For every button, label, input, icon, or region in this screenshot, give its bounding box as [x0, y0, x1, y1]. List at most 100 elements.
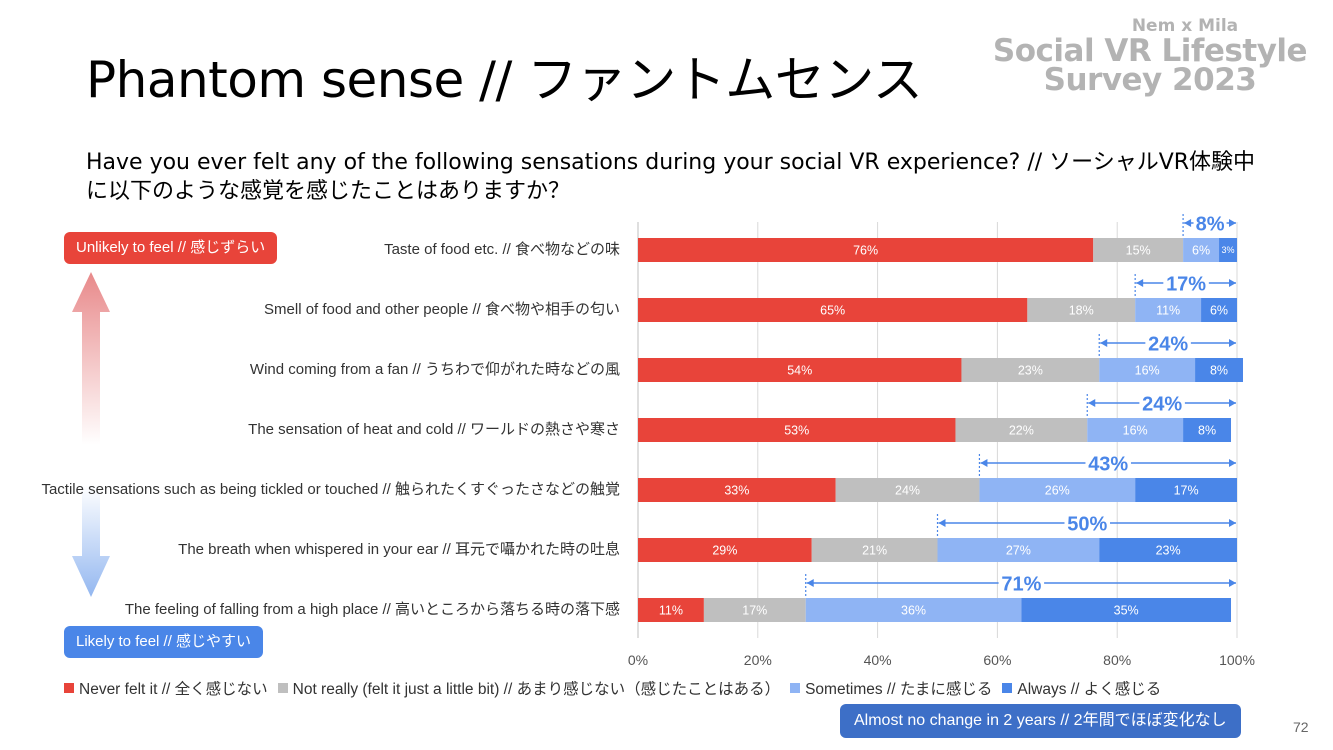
category-labels: Taste of food etc. // 食べ物などの味 Smell of fo… [41, 241, 620, 618]
data-label: 15% [1126, 244, 1151, 258]
data-label: 8% [1198, 424, 1216, 438]
arrowhead-left-icon [980, 459, 988, 467]
bar-segment-sometimes [937, 538, 1100, 562]
bar-segment-not_really [811, 538, 938, 562]
page-title: Phantom sense // ファントムセンス [86, 51, 923, 109]
bar-segment-always [1201, 298, 1237, 322]
data-label: 53% [784, 424, 809, 438]
x-tick-label: 80% [1103, 652, 1131, 668]
legend-label-sometimes: Sometimes // たまに感じる [805, 681, 993, 698]
annotations: 8% 17% 24% 24% 43% 50% 71% [805, 214, 1236, 597]
unlikely-to-feel-tag: Unlikely to feel // 感じずらい [64, 232, 278, 264]
data-label: 11% [1156, 304, 1180, 318]
legend-swatch-always [1002, 683, 1013, 693]
category-label: The sensation of heat and cold // ワールドの熱… [248, 420, 620, 438]
legend-item-always: Always // よく感じる [1002, 677, 1161, 699]
arrowhead-right-icon [1229, 339, 1236, 347]
data-label: 3% [1222, 245, 1235, 255]
legend-item-not-really: Not really (felt it just a little bit) /… [277, 677, 781, 699]
legend-label-not-really: Not really (felt it just a little bit) /… [292, 681, 781, 698]
bar-segment-sometimes [805, 598, 1022, 622]
legend-label-never: Never felt it // 全く感じない [79, 681, 268, 698]
bars: 76% 15% 6% 3% 65% 18% 11% 6% 54% 23% 16% 8% 53% 22% 16… [638, 238, 1243, 622]
bar-segment-never [638, 538, 812, 562]
legend-swatch-not-really [277, 683, 288, 693]
data-label: 6% [1210, 304, 1228, 318]
vertical-axis-arrows [72, 272, 110, 597]
data-label: 23% [1156, 544, 1181, 558]
bar-segment-always [1183, 418, 1232, 442]
annotation-label: 8% [1196, 214, 1225, 236]
data-label: 26% [1045, 484, 1070, 498]
arrowhead-right-icon [1229, 219, 1236, 227]
category-label: Taste of food etc. // 食べ物などの味 [384, 241, 620, 258]
bar-segment-sometimes [979, 478, 1136, 502]
data-label: 17% [742, 604, 767, 618]
bar-segment-always [1099, 538, 1237, 562]
annotation-label: 71% [1001, 574, 1041, 596]
bar-segment-not_really [955, 418, 1088, 442]
bar-segment-never [638, 298, 1028, 322]
bar-segment-not_really [703, 598, 806, 622]
arrowhead-left-icon [1184, 219, 1192, 227]
logo-line-1: Nem x Mila [1131, 16, 1239, 36]
logo-line-2: Social VR Lifestyle [992, 33, 1308, 69]
data-label: 22% [1009, 424, 1034, 438]
logo-line-3: Survey 2023 [1043, 62, 1257, 98]
bar-segment-sometimes [1099, 358, 1196, 382]
bar-segment-never [638, 598, 704, 622]
data-label: 21% [862, 544, 887, 558]
data-label: 33% [724, 484, 749, 498]
arrowhead-left-icon [1088, 399, 1096, 407]
bar-segment-never [638, 478, 836, 502]
arrowhead-right-icon [1229, 279, 1236, 287]
data-label: 65% [820, 304, 845, 318]
legend-item-sometimes: Sometimes // たまに感じる [790, 677, 992, 699]
likely-to-feel-tag: Likely to feel // 感じやすい [64, 626, 264, 658]
bar-segment-not_really [835, 478, 980, 502]
arrowhead-left-icon [1100, 339, 1108, 347]
bar-segment-always [1135, 478, 1237, 502]
bar-segment-sometimes [1183, 238, 1220, 262]
annotation-label: 24% [1148, 334, 1188, 356]
bar-segment-never [638, 238, 1094, 262]
data-label: 23% [1018, 364, 1043, 378]
data-label: 54% [787, 364, 812, 378]
note-badge: Almost no change in 2 years // 2年間でほぼ変化な… [840, 704, 1241, 738]
category-label: Tactile sensations such as being tickled… [41, 481, 620, 498]
x-tick-label: 40% [864, 652, 892, 668]
data-label: 24% [895, 484, 920, 498]
arrowhead-left-icon [938, 519, 946, 527]
bar-segment-sometimes [1087, 418, 1184, 442]
data-label: 18% [1069, 304, 1094, 318]
data-label: 29% [712, 544, 737, 558]
bar-segment-always [1195, 358, 1243, 382]
data-label: 16% [1123, 424, 1148, 438]
data-label: 6% [1192, 244, 1210, 258]
bar-segment-never [638, 418, 956, 442]
down-arrow-icon [72, 485, 110, 597]
category-label: The breath when whispered in your ear //… [178, 541, 620, 558]
legend-swatch-sometimes [790, 683, 801, 693]
annotation-label: 43% [1088, 454, 1128, 476]
data-label: 76% [853, 244, 878, 258]
data-label: 35% [1114, 604, 1139, 618]
bar-segment-always [1219, 238, 1237, 262]
x-tick-label: 0% [628, 652, 648, 668]
survey-question: Have you ever felt any of the following … [86, 150, 1256, 204]
bar-segment-not_really [1093, 238, 1184, 262]
survey-logo: Nem x Mila Social VR Lifestyle Survey 20… [990, 16, 1310, 98]
category-label: The feeling of falling from a high place… [125, 601, 620, 618]
arrowhead-left-icon [1136, 279, 1144, 287]
category-label: Smell of food and other people // 食べ物や相手… [264, 301, 620, 318]
data-label: 36% [901, 604, 926, 618]
arrowhead-right-icon [1229, 519, 1236, 527]
bar-segment-not_really [1027, 298, 1136, 322]
bar-segment-always [1021, 598, 1232, 622]
x-axis-ticks: 0% 20% 40% 60% 80% 100% [628, 652, 1255, 668]
data-label: 8% [1210, 364, 1228, 378]
arrowhead-right-icon [1229, 579, 1236, 587]
legend-label-always: Always // よく感じる [1017, 681, 1162, 698]
x-tick-label: 60% [983, 652, 1011, 668]
page-number: 72 [1293, 719, 1309, 735]
